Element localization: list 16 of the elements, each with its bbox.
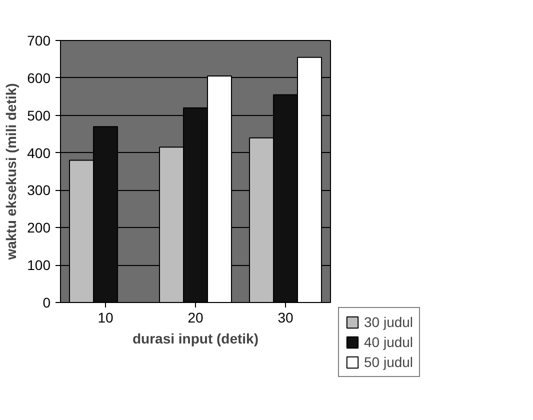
x-tick-label: 20 [188,310,204,326]
y-tick-label: 400 [27,144,51,161]
y-tick-label: 200 [27,220,51,236]
y-tick-label: 300 [27,182,51,198]
legend-label: 50 judul [364,354,414,370]
legend-label: 40 judul [364,334,414,350]
y-axis-title: waktu eksekusi (mili detik) [3,83,20,261]
y-tick-label: 700 [27,32,51,48]
y-tick-label: 600 [27,70,51,86]
y-tick-label: 100 [27,257,51,274]
x-tick-label: 10 [98,310,114,326]
x-tick-label: 30 [278,310,294,326]
legend-label: 30 judul [364,314,414,330]
y-tick-label: 0 [42,294,51,310]
y-tick-label: 500 [27,107,51,124]
x-axis-title: durasi input (detik) [132,330,258,346]
